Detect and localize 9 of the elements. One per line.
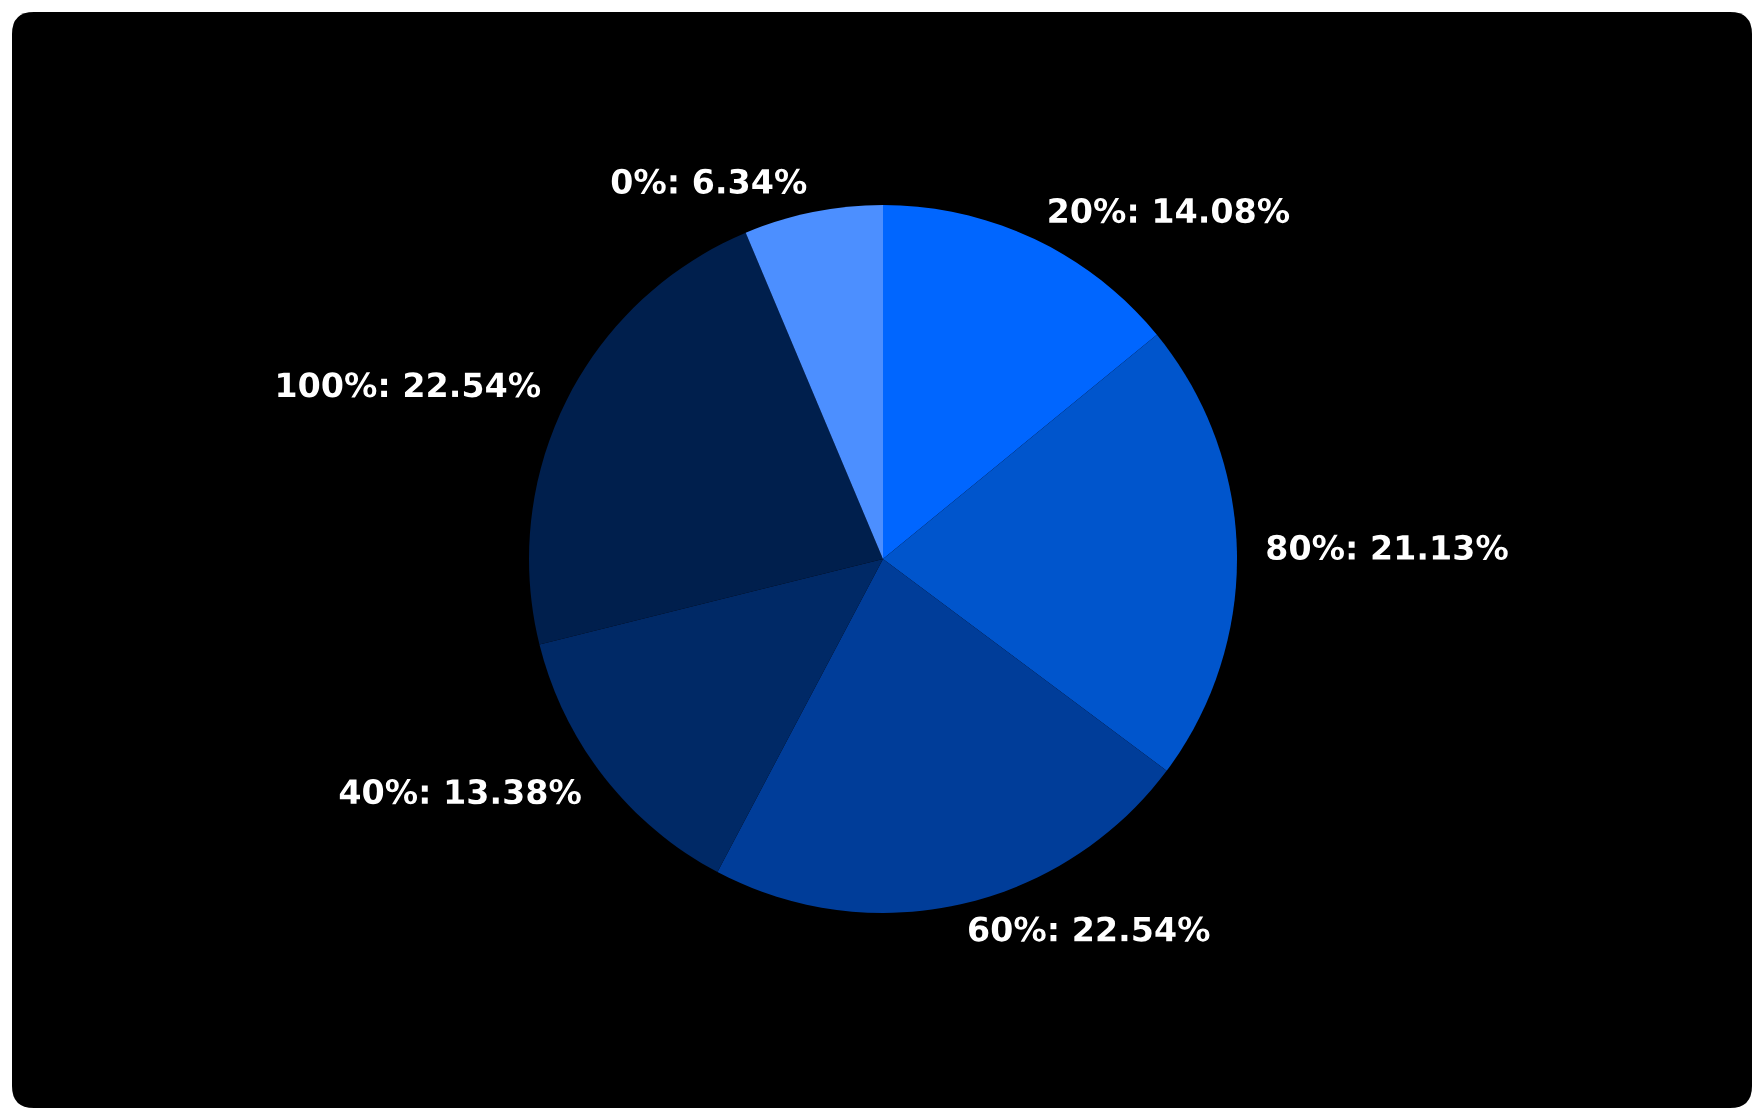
pie-slice bbox=[883, 334, 1237, 771]
pie-slice bbox=[745, 205, 883, 559]
pie-slice bbox=[717, 559, 1167, 913]
slice-label: 20%: 14.08% bbox=[1049, 197, 1290, 224]
slice-label: 60%: 22.54% bbox=[969, 916, 1210, 942]
slice-label: 80%: 21.13% bbox=[1267, 534, 1508, 561]
slice-label: 40%: 13.38% bbox=[339, 779, 581, 805]
slice-label: 0%: 6.34% bbox=[611, 168, 807, 194]
slice-label: 100%: 22.54% bbox=[278, 372, 541, 398]
